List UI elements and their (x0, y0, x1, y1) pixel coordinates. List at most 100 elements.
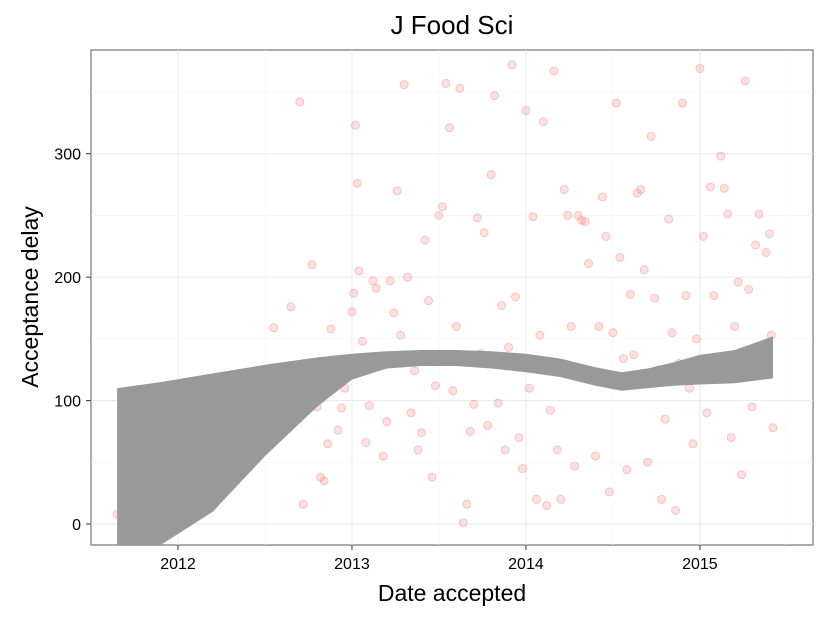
data-point (660, 414, 670, 424)
data-point (319, 476, 329, 486)
axis-ticks: 2012 2013 2014 2015 0 100 200 300 (54, 147, 718, 573)
data-point (584, 259, 593, 268)
data-point (761, 248, 771, 257)
data-point (705, 182, 715, 192)
data-point (615, 252, 625, 262)
data-point (591, 451, 600, 461)
data-point (698, 231, 708, 241)
data-point (511, 292, 520, 302)
data-point (681, 291, 691, 301)
data-point (768, 423, 778, 433)
data-point (349, 288, 359, 298)
data-point (563, 211, 573, 220)
x-tick-label: 2013 (334, 556, 370, 573)
data-point (754, 209, 764, 219)
data-point (486, 170, 496, 180)
data-point (556, 494, 566, 504)
data-point (737, 470, 747, 480)
y-tick-label: 0 (72, 517, 81, 534)
data-point (733, 277, 743, 287)
data-point (451, 322, 461, 331)
data-point (531, 494, 541, 504)
data-point (434, 211, 444, 220)
data-point (337, 403, 346, 413)
data-point (612, 98, 621, 108)
data-point (618, 354, 628, 364)
data-point (427, 472, 437, 482)
data-point (549, 66, 559, 76)
data-point (378, 451, 388, 461)
data-point (552, 445, 562, 455)
data-point (371, 283, 381, 293)
data-point (545, 406, 555, 415)
x-tick-label: 2014 (508, 556, 544, 573)
data-point (352, 178, 362, 188)
data-point (594, 322, 604, 331)
data-point (458, 518, 468, 528)
data-point (559, 185, 569, 194)
data-points (112, 60, 778, 528)
data-point (424, 296, 433, 305)
data-point (396, 330, 406, 340)
smooth-confidence-band (117, 336, 774, 545)
data-point (646, 132, 656, 141)
data-point (765, 229, 774, 239)
data-point (354, 266, 364, 276)
y-axis-title: Acceptance delay (17, 206, 43, 388)
data-point (525, 383, 534, 393)
data-point (358, 336, 367, 346)
x-tick-label: 2015 (682, 556, 718, 573)
data-point (528, 212, 538, 222)
data-point (657, 494, 667, 504)
data-point (403, 272, 413, 282)
data-point (385, 276, 395, 286)
data-point (326, 324, 336, 334)
y-tick-label: 100 (54, 394, 81, 411)
data-point (493, 398, 503, 408)
data-point (448, 386, 458, 396)
data-point (431, 381, 440, 391)
data-point (695, 64, 705, 73)
data-point (438, 202, 447, 212)
data-point (444, 123, 454, 133)
data-point (507, 60, 517, 70)
data-point (685, 383, 694, 393)
data-point (622, 465, 632, 475)
data-point (751, 240, 760, 250)
data-point (347, 307, 357, 317)
data-point (323, 439, 333, 449)
data-point (465, 427, 475, 436)
data-point (598, 192, 607, 202)
data-point (462, 499, 472, 509)
data-point (417, 428, 426, 438)
data-point (719, 183, 729, 193)
data-point (605, 487, 614, 497)
data-point (472, 213, 482, 223)
data-point (497, 301, 506, 310)
data-point (723, 209, 733, 219)
data-point (747, 402, 757, 412)
data-point (500, 445, 510, 455)
data-point (441, 78, 451, 88)
data-point (382, 417, 392, 426)
data-point (420, 235, 430, 245)
data-point (479, 228, 489, 238)
x-tick-label: 2012 (160, 556, 196, 573)
data-point (504, 343, 513, 352)
data-point (361, 438, 371, 447)
data-point (573, 211, 583, 220)
data-point (639, 265, 649, 275)
data-point (399, 80, 409, 89)
data-point (333, 425, 343, 435)
data-point (580, 217, 590, 226)
data-point (298, 499, 308, 509)
data-point (671, 506, 680, 515)
data-point (364, 401, 374, 410)
data-point (483, 420, 493, 430)
data-point (692, 334, 701, 344)
data-point (744, 285, 754, 294)
data-point (538, 117, 548, 126)
data-point (636, 185, 646, 194)
chart-title: J Food Sci (391, 10, 514, 40)
